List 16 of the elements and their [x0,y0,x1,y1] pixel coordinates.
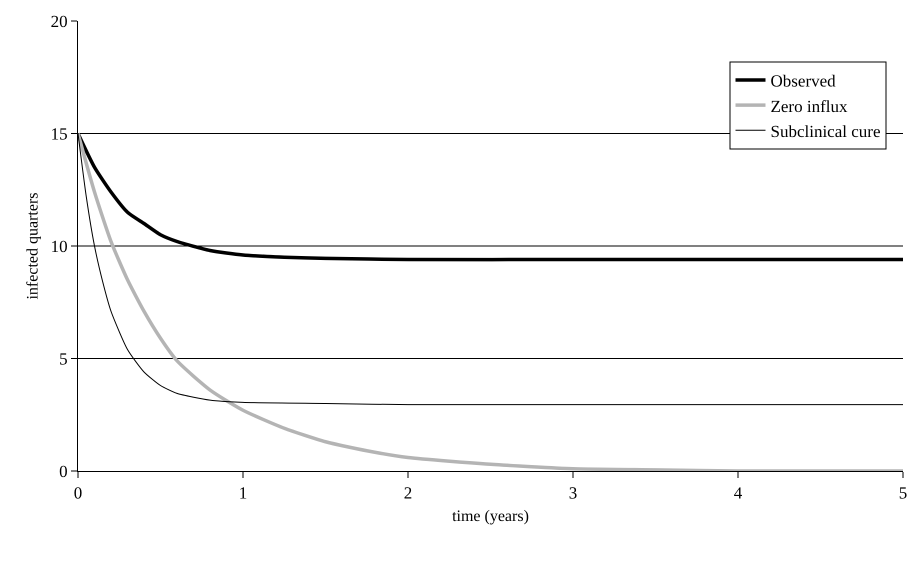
y-axis-title: infected quarters [24,192,42,300]
legend-label: Subclinical cure [770,122,880,141]
x-tick-label: 2 [404,483,412,502]
y-tick-label: 5 [59,349,68,368]
legend-label: Zero influx [770,96,848,116]
x-tick-label: 3 [568,483,578,502]
y-tick-label: 0 [59,462,68,481]
x-tick-label: 5 [898,483,908,502]
y-tick-label: 20 [50,12,68,31]
x-tick-label: 4 [734,483,743,502]
legend-label: Observed [770,72,836,91]
x-axis-title: time (years) [452,508,529,526]
x-tick-label: 1 [238,483,248,502]
y-tick-label: 15 [50,124,68,144]
y-tick-label: 10 [50,236,68,256]
x-tick-label: 0 [74,483,82,502]
